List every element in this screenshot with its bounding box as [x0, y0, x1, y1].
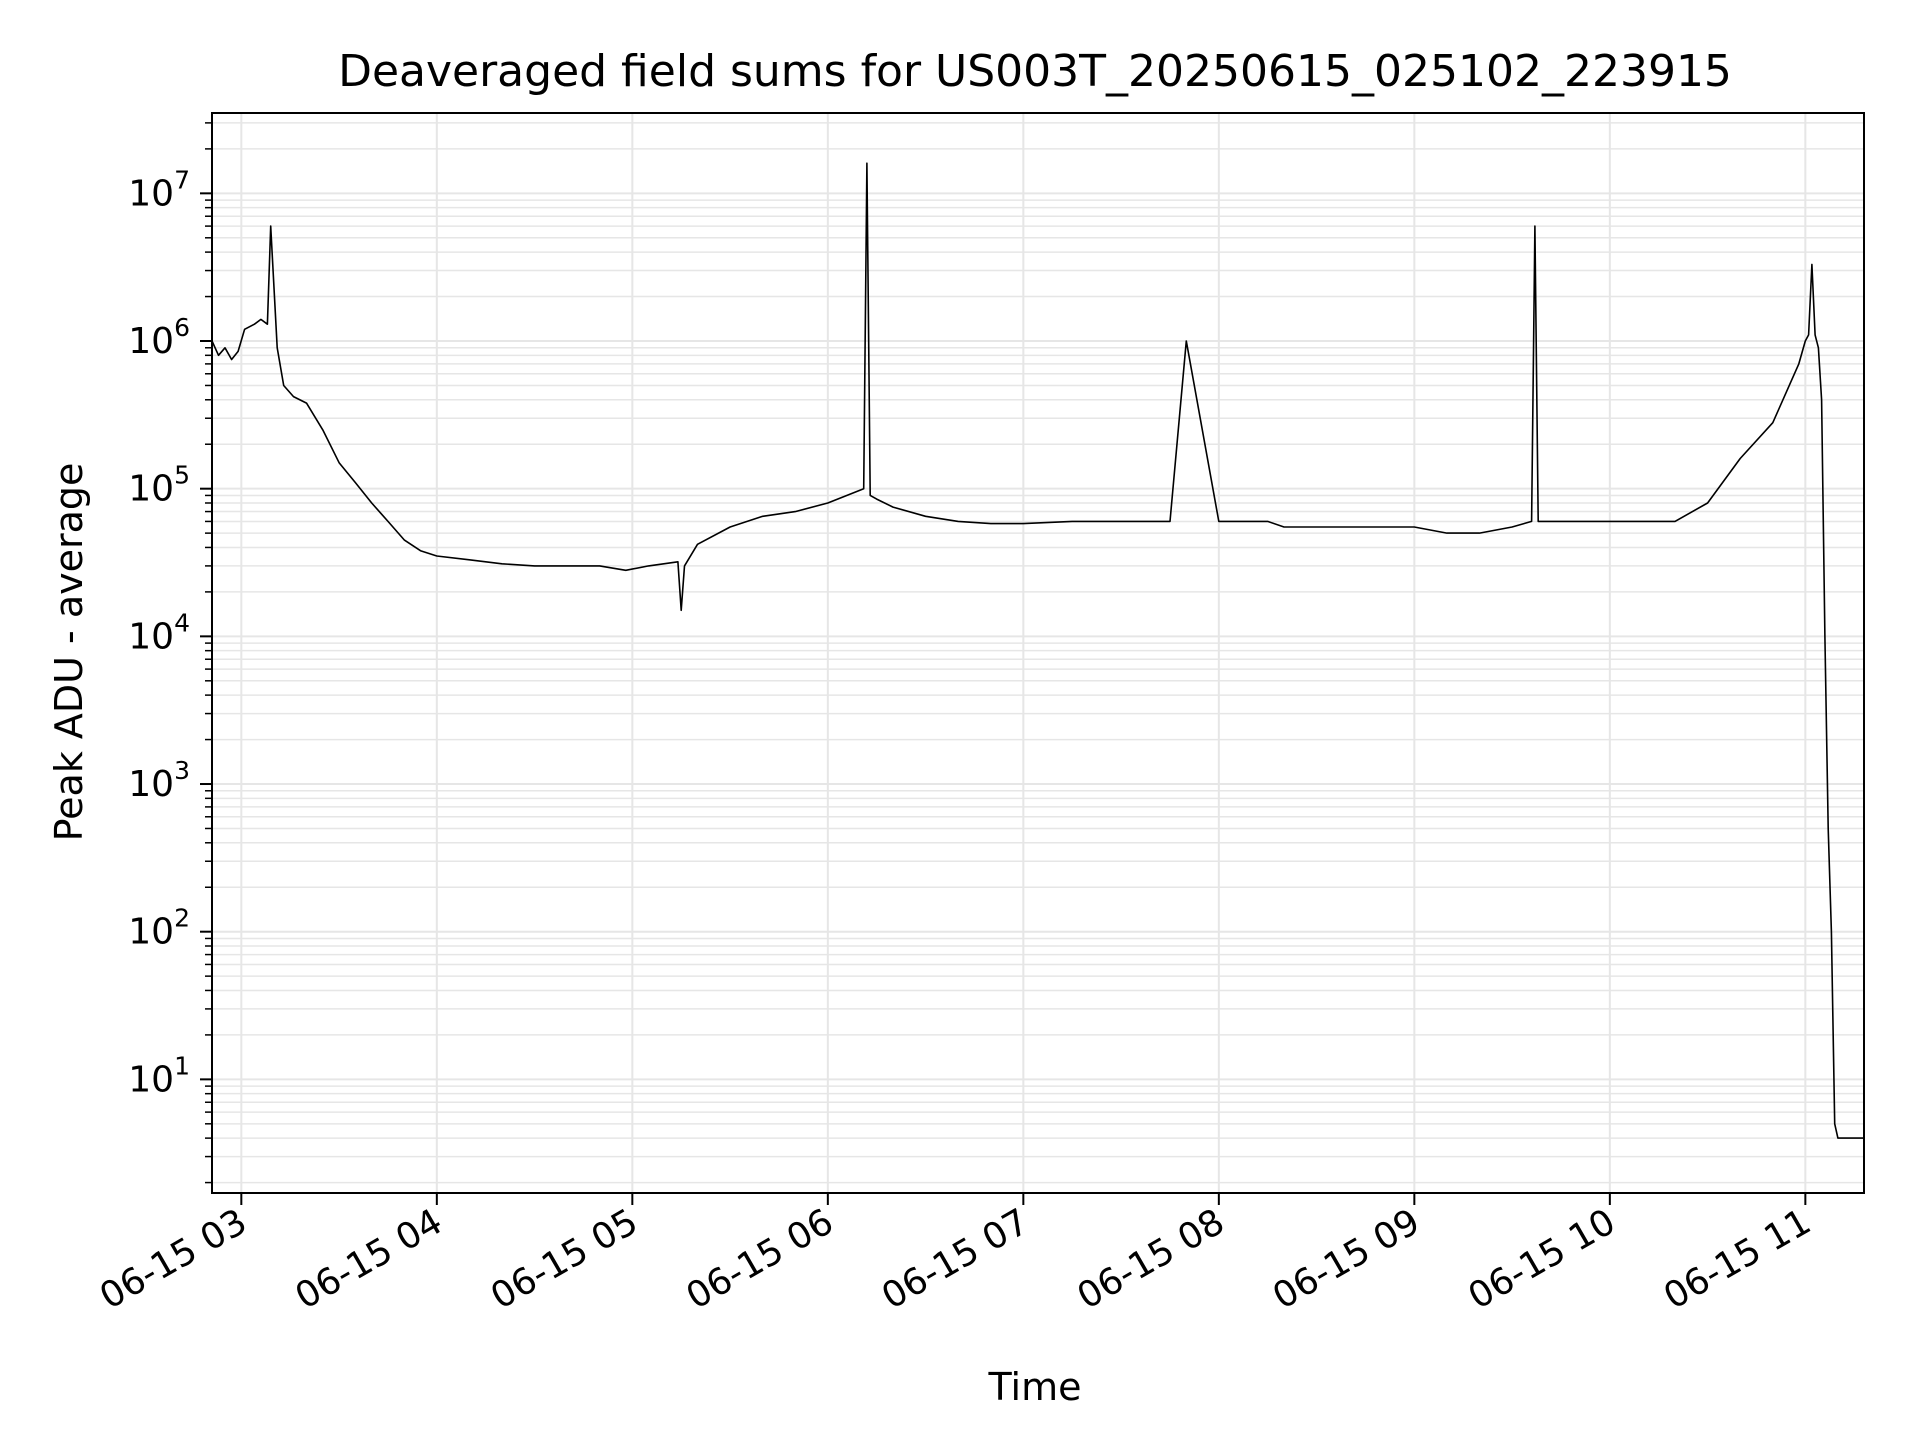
plot-area-frame	[211, 112, 1865, 1194]
x-axis-label: Time	[988, 1365, 1082, 1409]
y-tick-label: 105	[128, 461, 190, 510]
y-tick-base: 10	[128, 469, 174, 510]
chart-title: Deaveraged field sums for US003T_2025061…	[338, 46, 1732, 97]
y-tick-exponent: 5	[174, 461, 190, 490]
y-tick-exponent: 4	[174, 608, 190, 637]
axis-ticks	[200, 122, 1807, 1205]
y-tick-base: 10	[128, 616, 174, 657]
minor-gridlines	[212, 122, 1864, 1184]
y-tick-label: 104	[128, 608, 190, 657]
y-tick-base: 10	[128, 173, 174, 214]
y-tick-exponent: 6	[174, 313, 190, 342]
y-tick-base: 10	[128, 321, 174, 362]
y-tick-label: 106	[128, 313, 190, 362]
y-tick-label: 102	[128, 904, 190, 953]
y-tick-label: 107	[128, 165, 190, 214]
y-tick-exponent: 7	[174, 165, 190, 194]
major-gridlines	[212, 113, 1864, 1193]
y-tick-base: 10	[128, 764, 174, 805]
y-tick-exponent: 1	[174, 1051, 190, 1080]
y-tick-label: 103	[128, 756, 190, 805]
series-layer	[211, 162, 1864, 1139]
y-axis-label: Peak ADU - average	[47, 463, 91, 842]
y-tick-exponent: 2	[174, 904, 190, 933]
y-tick-base: 10	[128, 912, 174, 953]
y-tick-label: 101	[128, 1051, 190, 1100]
y-tick-exponent: 3	[174, 756, 190, 785]
series-line	[211, 162, 1864, 1139]
y-tick-base: 10	[128, 1059, 174, 1100]
